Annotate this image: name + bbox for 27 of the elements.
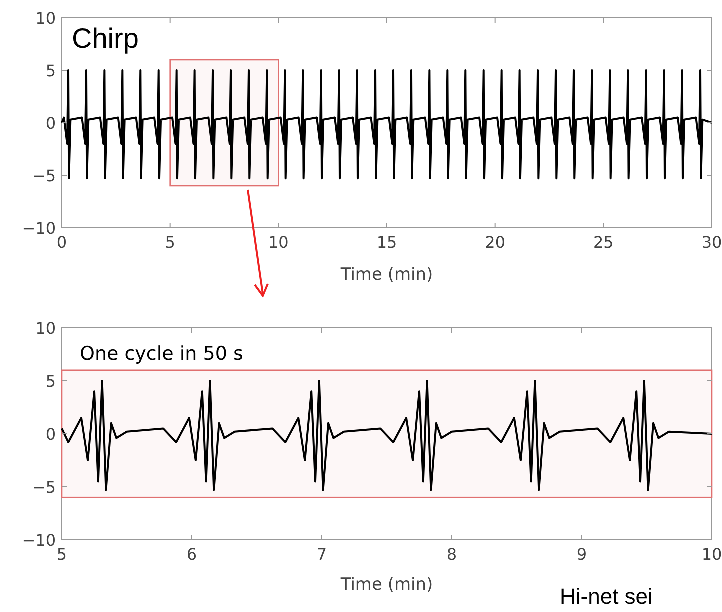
x-tick-label: 5: [165, 233, 176, 252]
x-tick-label: 10: [268, 233, 289, 252]
y-tick-label: 10: [36, 9, 56, 28]
x-tick-label: 20: [485, 233, 506, 252]
x-tick-label: 15: [376, 233, 398, 252]
line-series: [61, 70, 713, 180]
x-tick-label: 6: [186, 545, 198, 564]
x-tick-label: 9: [576, 545, 588, 564]
x-tick-label: 7: [316, 545, 328, 564]
y-tick-label: −5: [32, 166, 56, 186]
x-axis-title: Time (min): [340, 265, 434, 285]
chart-title: Chirp: [72, 23, 139, 54]
x-tick-label: 8: [446, 545, 458, 564]
y-tick-label: 5: [46, 372, 56, 391]
y-tick-label: −5: [32, 478, 56, 497]
y-tick-label: −10: [22, 219, 56, 238]
x-tick-label: 25: [593, 233, 614, 252]
y-tick-label: 0: [46, 425, 56, 444]
y-tick-label: 5: [46, 62, 56, 80]
y-tick-label: −10: [22, 531, 56, 550]
text: Hi-net sei: [560, 584, 653, 609]
x-tick-label: 10: [702, 545, 722, 564]
y-tick-label: 10: [36, 319, 56, 338]
y-tick-label: 0: [46, 114, 56, 133]
x-axis-title: Time (min): [340, 575, 434, 595]
text: One cycle in 50 s: [80, 343, 244, 365]
x-tick-label: 30: [702, 233, 722, 252]
